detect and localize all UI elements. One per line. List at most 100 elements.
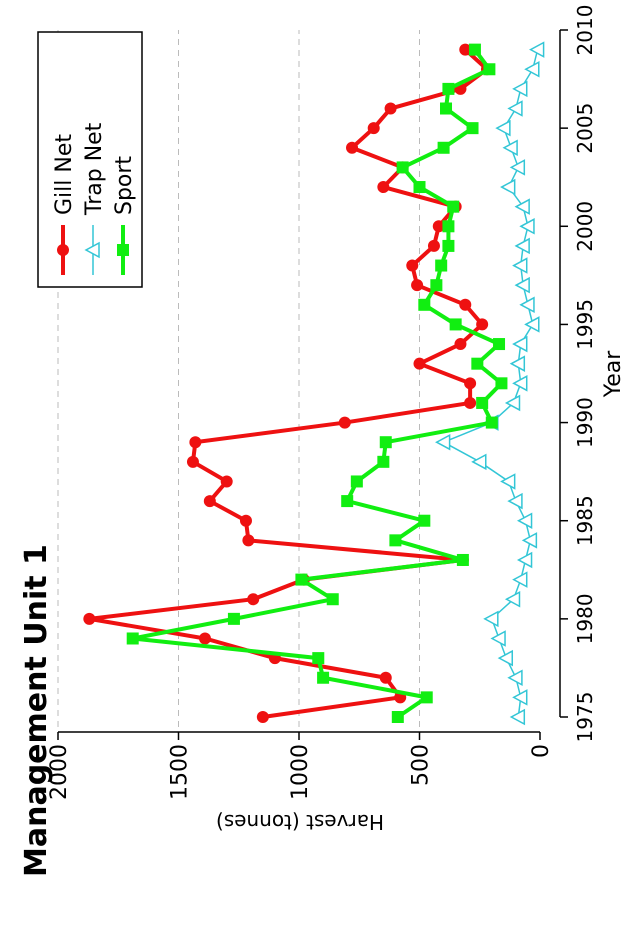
point (379, 436, 392, 449)
point (346, 141, 359, 154)
point (516, 551, 533, 569)
point (242, 534, 255, 547)
point (483, 610, 499, 628)
point (449, 318, 462, 331)
point (500, 178, 516, 196)
point (509, 708, 526, 726)
point (312, 652, 325, 665)
point (442, 220, 455, 233)
point (199, 632, 212, 645)
point (500, 473, 516, 490)
legend-box (37, 31, 143, 288)
point (509, 355, 526, 372)
point (493, 338, 506, 351)
point (529, 41, 545, 58)
x-tick-label: 2005 (573, 103, 597, 154)
point (391, 711, 404, 723)
point (514, 237, 530, 255)
point (338, 416, 351, 429)
point (442, 82, 455, 95)
point (442, 239, 455, 252)
x-tick-label: 2010 (573, 5, 597, 56)
point (504, 590, 521, 608)
legend-marker (117, 244, 129, 256)
legend-label: Gill Net (52, 134, 77, 215)
point (507, 492, 523, 510)
point (437, 141, 450, 154)
point (514, 276, 530, 294)
point (326, 593, 339, 606)
y-tick-label: 500 (409, 744, 434, 786)
point (507, 669, 523, 686)
x-tick-label: 2000 (573, 201, 597, 252)
series-line (88, 48, 491, 719)
point (256, 711, 269, 723)
y-tick-label: 1500 (168, 744, 193, 800)
legend-marker (57, 244, 69, 256)
point (519, 218, 535, 235)
chart-title: Management Unit 1 (19, 544, 54, 877)
point (466, 122, 479, 135)
point (435, 433, 451, 451)
point (317, 671, 330, 684)
point (456, 553, 469, 566)
point (350, 475, 363, 488)
point (384, 102, 397, 115)
point (379, 671, 392, 684)
point (430, 279, 443, 292)
point (406, 259, 419, 272)
point (440, 102, 453, 115)
legend-marker (84, 241, 100, 259)
point (507, 100, 523, 117)
x-tick-label: 1995 (573, 299, 597, 350)
point (295, 573, 308, 586)
y-tick-label: 2000 (47, 744, 72, 800)
point (220, 475, 233, 488)
point (514, 198, 530, 215)
point (512, 375, 528, 392)
point (504, 394, 521, 412)
point (418, 298, 431, 311)
y-axis-label: Harvest (tonnes) (216, 810, 384, 834)
x-tick-label: 1975 (573, 692, 597, 743)
point (468, 43, 481, 56)
point (476, 396, 489, 409)
point (83, 612, 96, 625)
x-tick-label: 1980 (573, 593, 597, 644)
point (377, 181, 390, 194)
rotated-chart: Management Unit 1 Year Harvest (tonnes) … (19, 5, 626, 877)
point (524, 316, 540, 333)
point (464, 377, 477, 390)
point (447, 200, 460, 213)
x-tick-label: 1985 (573, 495, 597, 546)
point (512, 335, 528, 353)
legend-label: Trap Net (82, 122, 107, 216)
point (516, 512, 533, 529)
point (435, 259, 448, 272)
point (341, 495, 354, 508)
point (432, 220, 445, 233)
point (502, 139, 518, 157)
point (490, 630, 506, 647)
point (247, 593, 260, 606)
point (495, 377, 508, 390)
point (512, 571, 528, 588)
point (471, 357, 484, 370)
point (495, 119, 511, 137)
point (413, 357, 426, 370)
point (464, 396, 477, 409)
point (485, 416, 498, 429)
legend-label: Sport (112, 156, 137, 215)
point (186, 455, 199, 468)
point (476, 318, 489, 331)
point (396, 161, 409, 174)
point (367, 122, 380, 135)
point (524, 61, 540, 78)
point (483, 63, 496, 76)
point (411, 279, 424, 292)
point (389, 534, 402, 547)
point (509, 159, 526, 176)
point (377, 455, 390, 468)
x-tick-label: 1990 (573, 397, 597, 448)
